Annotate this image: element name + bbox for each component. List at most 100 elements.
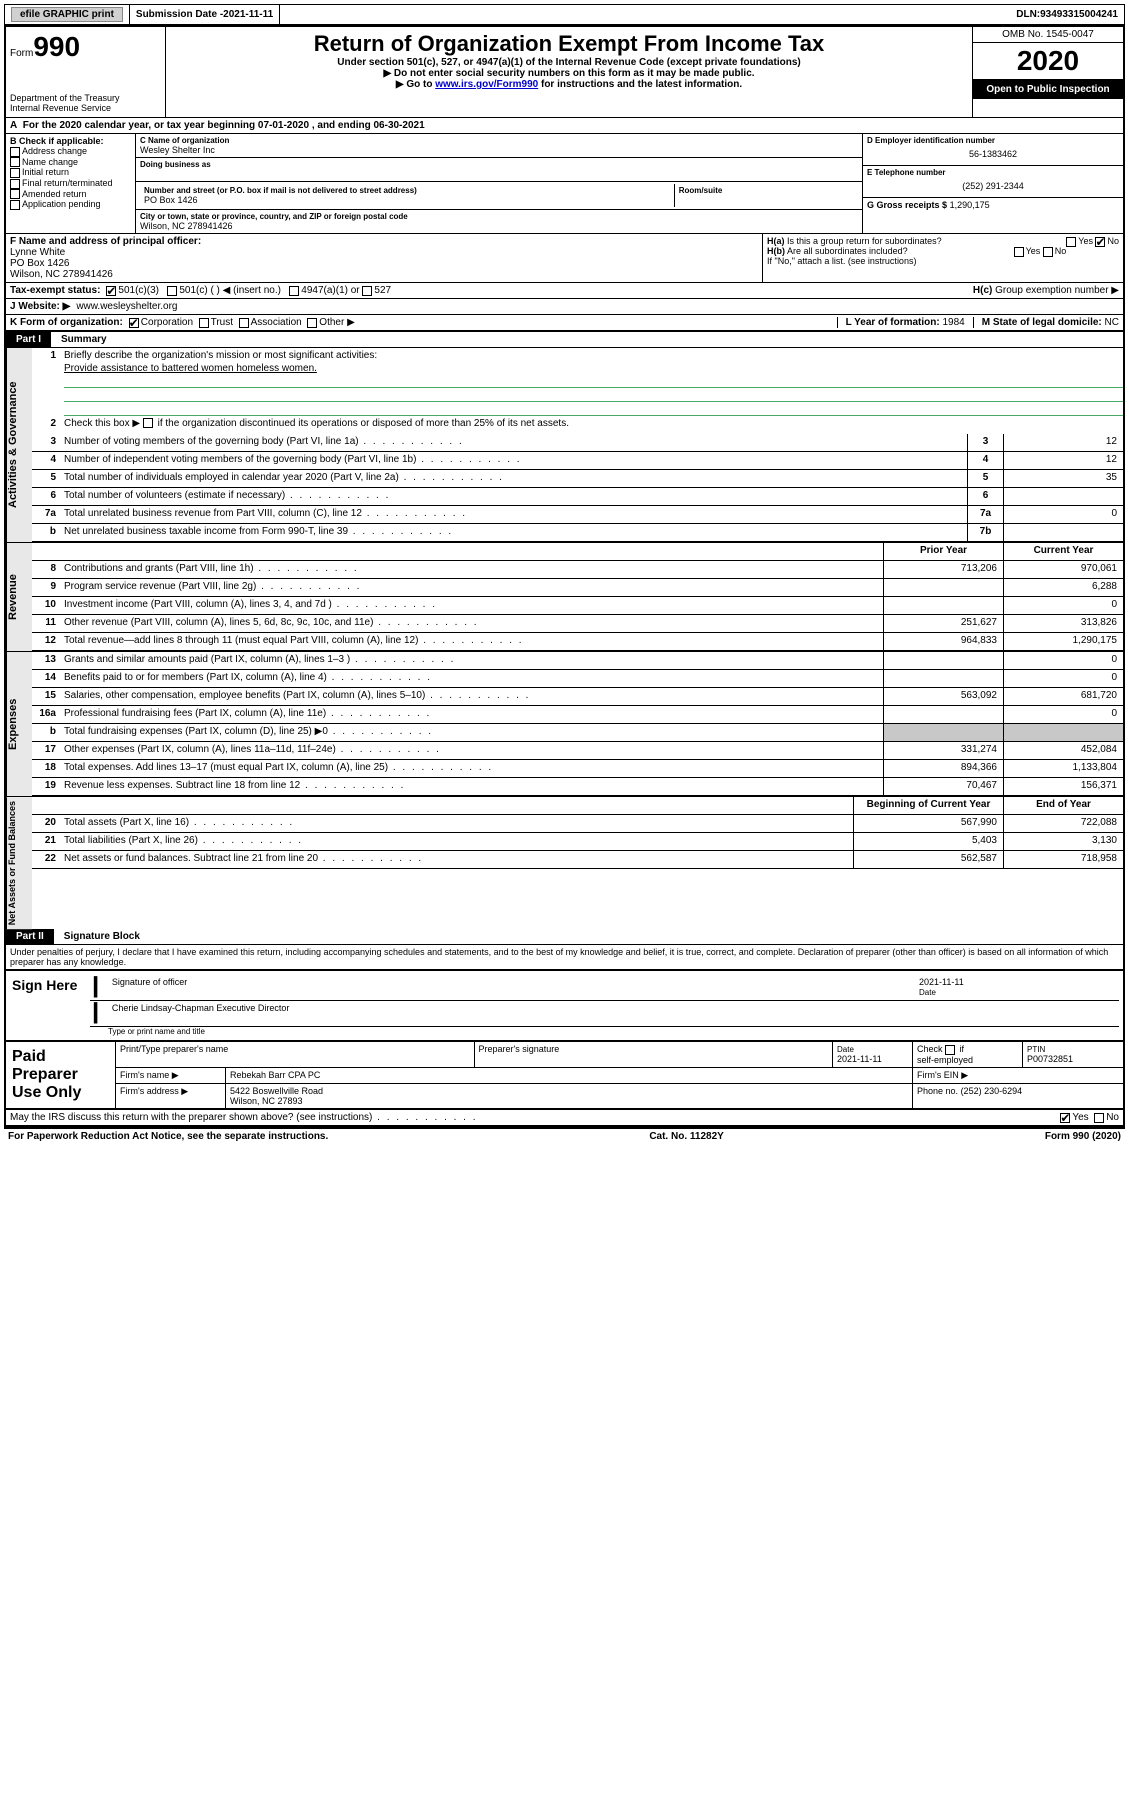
table-row: 9Program service revenue (Part VIII, lin… bbox=[32, 579, 1123, 597]
dln: DLN: 93493315004241 bbox=[1010, 5, 1124, 24]
h-b: H(b) Are all subordinates included? Yes … bbox=[767, 246, 1119, 256]
section-revenue: Revenue Prior YearCurrent Year 8Contribu… bbox=[6, 542, 1123, 651]
h-note: If "No," attach a list. (see instruction… bbox=[767, 256, 1119, 266]
city-state-zip: Wilson, NC 278941426 bbox=[140, 221, 858, 231]
table-row: 21Total liabilities (Part X, line 26)5,4… bbox=[32, 833, 1123, 851]
chk-address[interactable]: Address change bbox=[10, 146, 131, 157]
box-m: M State of legal domicile: NC bbox=[973, 317, 1119, 328]
subtitle-1: Under section 501(c), 527, or 4947(a)(1)… bbox=[170, 57, 968, 68]
sig-name-label: Type or print name and title bbox=[90, 1027, 1119, 1036]
row-a: A For the 2020 calendar year, or tax yea… bbox=[6, 118, 1123, 134]
sign-here-label: Sign Here bbox=[6, 971, 86, 1040]
mission-text: Provide assistance to battered women hom… bbox=[64, 363, 1123, 374]
chk-pending[interactable]: Application pending bbox=[10, 199, 131, 210]
paid-preparer-block: Paid Preparer Use Only Print/Type prepar… bbox=[6, 1040, 1123, 1110]
open-inspection: Open to Public Inspection bbox=[973, 80, 1123, 99]
box-deg: D Employer identification number 56-1383… bbox=[863, 134, 1123, 233]
gross-receipts: G Gross receipts $ 1,290,175 bbox=[863, 198, 1123, 212]
chk-discuss-yes[interactable] bbox=[1060, 1113, 1070, 1123]
tax-exempt-row: Tax-exempt status: 501(c)(3) 501(c) ( ) … bbox=[6, 283, 1123, 299]
form-org-row: K Form of organization: Corporation Trus… bbox=[6, 315, 1123, 332]
dept-irs: Internal Revenue Service bbox=[10, 103, 161, 113]
box-b-header: B Check if applicable: bbox=[10, 136, 131, 146]
part-2-title: Signature Block bbox=[54, 929, 150, 944]
chk-amended[interactable]: Amended return bbox=[10, 189, 131, 200]
discuss-text: May the IRS discuss this return with the… bbox=[10, 1112, 478, 1123]
vlabel-governance: Activities & Governance bbox=[6, 348, 32, 542]
q7b-val bbox=[1003, 524, 1123, 541]
box-j-label: J Website: ▶ bbox=[10, 301, 70, 312]
q5-val: 35 bbox=[1003, 470, 1123, 487]
table-row: 22Net assets or fund balances. Subtract … bbox=[32, 851, 1123, 869]
chk-other[interactable] bbox=[307, 318, 317, 328]
q3-val: 12 bbox=[1003, 434, 1123, 451]
print-button[interactable]: efile GRAPHIC print bbox=[11, 7, 123, 22]
submission-date: Submission Date - 2021-11-11 bbox=[130, 5, 280, 24]
table-row: 17Other expenses (Part IX, column (A), l… bbox=[32, 742, 1123, 760]
phone-label: E Telephone number bbox=[867, 168, 1119, 177]
chk-initial[interactable]: Initial return bbox=[10, 167, 131, 178]
table-row: 18Total expenses. Add lines 13–17 (must … bbox=[32, 760, 1123, 778]
ein-value: 56-1383462 bbox=[867, 145, 1119, 163]
form-outer: Form990 Department of the Treasury Inter… bbox=[4, 25, 1125, 1129]
footer-left: For Paperwork Reduction Act Notice, see … bbox=[8, 1131, 328, 1142]
website-value: www.wesleyshelter.org bbox=[76, 301, 177, 312]
chk-assoc[interactable] bbox=[239, 318, 249, 328]
part-1-title: Summary bbox=[51, 332, 117, 347]
street-address: PO Box 1426 bbox=[144, 195, 670, 205]
caret-icon: ▎ bbox=[90, 1003, 112, 1024]
omb-number: OMB No. 1545-0047 bbox=[973, 27, 1123, 43]
q2-text: Check this box ▶ if the organization dis… bbox=[60, 416, 1123, 434]
firm-name-label: Firm's name ▶ bbox=[116, 1068, 226, 1083]
org-name: Wesley Shelter Inc bbox=[140, 145, 858, 155]
part-1-header: Part I Summary bbox=[6, 332, 1123, 348]
caret-icon: ▎ bbox=[90, 977, 112, 998]
footer-right: Form 990 (2020) bbox=[1045, 1131, 1121, 1142]
q5-text: Total number of individuals employed in … bbox=[60, 470, 967, 487]
part-2-header: Part II Signature Block bbox=[6, 929, 1123, 945]
chk-501c3[interactable] bbox=[106, 286, 116, 296]
chk-self-employed[interactable] bbox=[945, 1045, 955, 1055]
sign-here-block: Sign Here ▎ Signature of officer 2021-11… bbox=[6, 969, 1123, 1040]
footer-mid: Cat. No. 11282Y bbox=[649, 1131, 723, 1142]
chk-corp[interactable] bbox=[129, 318, 139, 328]
header-right: OMB No. 1545-0047 2020 Open to Public In… bbox=[973, 27, 1123, 117]
efile-label: efile GRAPHIC print bbox=[5, 5, 130, 24]
prep-h2: Preparer's signature bbox=[475, 1042, 834, 1067]
chk-trust[interactable] bbox=[199, 318, 209, 328]
q1-num: 1 bbox=[32, 348, 60, 363]
prep-h1: Print/Type preparer's name bbox=[116, 1042, 475, 1067]
chk-501c[interactable] bbox=[167, 286, 177, 296]
q6-text: Total number of volunteers (estimate if … bbox=[60, 488, 967, 505]
dept-treasury: Department of the Treasury bbox=[10, 93, 161, 103]
chk-discontinued[interactable] bbox=[143, 418, 153, 428]
city-label: City or town, state or province, country… bbox=[140, 212, 858, 221]
table-row: 20Total assets (Part X, line 16)567,9907… bbox=[32, 815, 1123, 833]
chk-discuss-no[interactable] bbox=[1094, 1113, 1104, 1123]
box-k-label: K Form of organization: bbox=[10, 317, 123, 328]
website-row: J Website: ▶ www.wesleyshelter.org bbox=[6, 299, 1123, 315]
officer-block: F Name and address of principal officer:… bbox=[6, 234, 1123, 283]
chk-name[interactable]: Name change bbox=[10, 157, 131, 168]
sig-officer-label: Signature of officer bbox=[112, 977, 919, 998]
h-a: H(a) Is this a group return for subordin… bbox=[767, 236, 1119, 246]
col-eoy: End of Year bbox=[1003, 797, 1123, 814]
chk-4947[interactable] bbox=[289, 286, 299, 296]
form-word: Form bbox=[10, 48, 33, 59]
vlabel-net: Net Assets or Fund Balances bbox=[6, 797, 32, 929]
section-net-assets: Net Assets or Fund Balances Beginning of… bbox=[6, 796, 1123, 929]
sig-name: Cherie Lindsay-Chapman Executive Directo… bbox=[112, 1003, 290, 1024]
q1-text: Briefly describe the organization's miss… bbox=[60, 348, 1123, 363]
table-row: 14Benefits paid to or for members (Part … bbox=[32, 670, 1123, 688]
subtitle-3: Go to www.irs.gov/Form990 for instructio… bbox=[170, 79, 968, 90]
page-footer: For Paperwork Reduction Act Notice, see … bbox=[4, 1129, 1125, 1144]
form990-link[interactable]: www.irs.gov/Form990 bbox=[435, 79, 538, 90]
chk-final[interactable]: Final return/terminated bbox=[10, 178, 131, 189]
discuss-row: May the IRS discuss this return with the… bbox=[6, 1110, 1123, 1127]
form-title: Return of Organization Exempt From Incom… bbox=[170, 31, 968, 57]
firm-phone: Phone no. (252) 230-6294 bbox=[913, 1084, 1123, 1108]
prep-ptin: PTINP00732851 bbox=[1023, 1042, 1123, 1067]
chk-527[interactable] bbox=[362, 286, 372, 296]
q4-text: Number of independent voting members of … bbox=[60, 452, 967, 469]
col-current: Current Year bbox=[1003, 543, 1123, 560]
